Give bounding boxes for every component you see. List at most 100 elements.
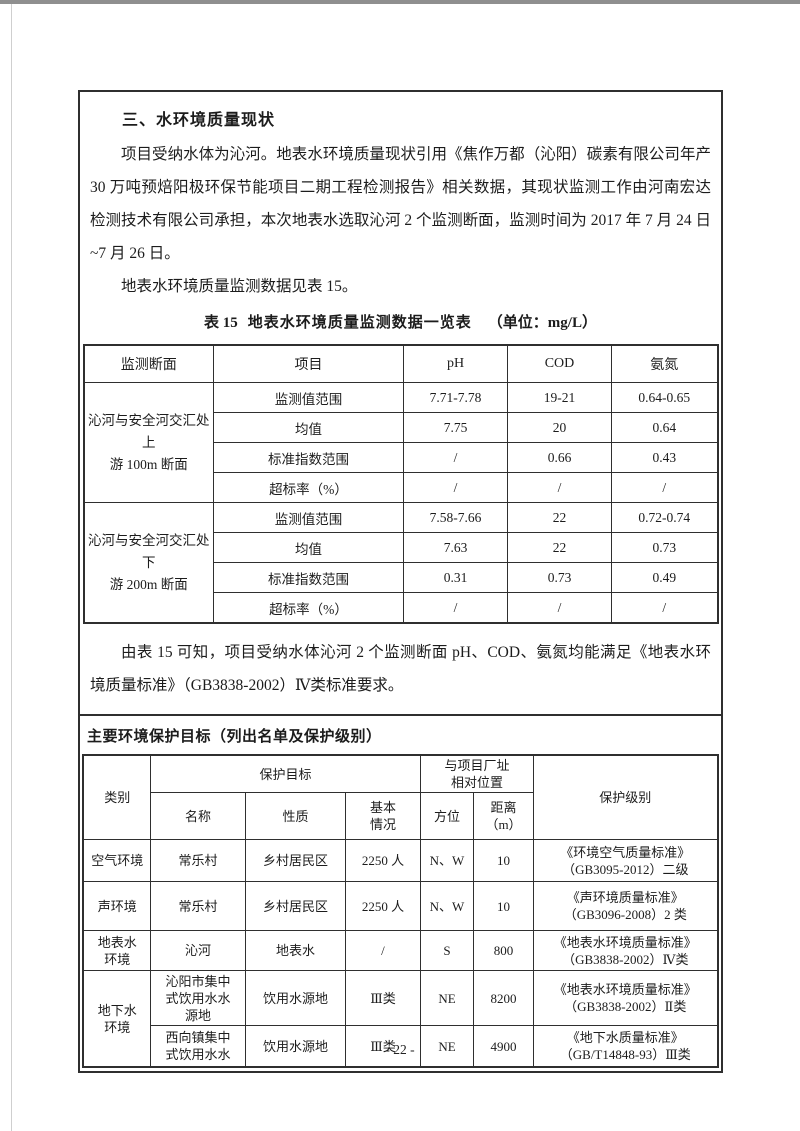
table-row: 超标率（%） / / / <box>84 592 718 624</box>
cell-distance: 10 <box>472 839 535 882</box>
cell-basic: 2250 人 <box>344 881 422 931</box>
cell-basic: 2250 人 <box>344 839 422 882</box>
cell-direction: NE <box>420 970 474 1026</box>
scan-top-edge <box>0 0 800 4</box>
cell-nh3n: / <box>611 592 718 624</box>
table-row: 沁河与安全河交汇处上 游 100m 断面 监测值范围 7.71-7.78 19-… <box>83 382 718 503</box>
cell-distance: 8200 <box>472 970 535 1026</box>
cell-name: 沁河 <box>149 930 246 971</box>
cell-nh3n: 0.73 <box>611 532 718 563</box>
cell-cod: / <box>507 592 612 624</box>
cell-direction: N、W <box>420 881 474 931</box>
col-header-item: 项目 <box>213 344 404 383</box>
cell-item: 标准指数范围 <box>213 562 404 593</box>
cell-ph: 7.75 <box>403 412 508 443</box>
section-heading: 三、水环境质量现状 <box>122 112 276 129</box>
cell-nature: 饮用水源地 <box>244 1025 346 1068</box>
col-header-distance: 距离 （m） <box>472 792 535 840</box>
cell-level: 《地表水环境质量标准》 （GB3838-2002）Ⅳ类 <box>533 930 719 971</box>
row-header-downstream: 沁河与安全河交汇处下 游 200m 断面 <box>83 502 214 624</box>
cell-ph: 7.63 <box>403 532 508 563</box>
cell-ph: / <box>403 442 508 473</box>
col-header-basic: 基本 情况 <box>344 792 422 840</box>
cell-name: 常乐村 <box>149 839 246 882</box>
cell-ph: 0.31 <box>403 562 508 593</box>
cell-name: 沁阳市集中 式饮用水水 源地 <box>149 970 246 1026</box>
cell-cod: 19-21 <box>507 382 612 413</box>
cell-cod: 22 <box>507 502 612 533</box>
cell-nh3n: 0.43 <box>611 442 718 473</box>
cell-distance: 10 <box>472 881 535 931</box>
cell-ph: / <box>403 472 508 503</box>
table-row: 超标率（%） / / / <box>84 472 718 503</box>
cell-nh3n: 0.72-0.74 <box>611 502 718 533</box>
cell-nh3n: 0.64 <box>611 412 718 443</box>
table15-caption-title: 地表水环境质量监测数据一览表 <box>247 315 472 331</box>
cell-category: 地表水 环境 <box>82 930 151 971</box>
cell-nh3n: / <box>611 472 718 503</box>
cell-level: 《地下水质量标准》 （GB/T14848-93）Ⅲ类 <box>533 1025 719 1068</box>
cell-nature: 乡村居民区 <box>244 881 346 931</box>
scan-left-edge <box>11 4 12 1131</box>
table-row: 地表水 环境 沁河 地表水 / S 800 《地表水环境质量标准》 （GB383… <box>82 930 719 971</box>
cell-category: 声环境 <box>82 881 151 931</box>
col-header-section: 监测断面 <box>83 344 214 383</box>
cell-distance: 4900 <box>472 1025 535 1068</box>
cell-cod: / <box>507 472 612 503</box>
col-header-direction: 方位 <box>420 792 474 840</box>
water-quality-table: 监测断面 项目 pH COD 氨氮 沁河与安全河交汇处上 游 100m 断面 监… <box>82 344 719 624</box>
col-header-ph: pH <box>403 344 508 383</box>
table-row: 标准指数范围 0.31 0.73 0.49 <box>84 562 718 593</box>
table15-caption-label: 表 15 <box>204 315 238 331</box>
table-row: 均值 7.63 22 0.73 <box>84 532 718 563</box>
cell-category: 空气环境 <box>82 839 151 882</box>
cell-level: 《地表水环境质量标准》 （GB3838-2002）Ⅱ类 <box>533 970 719 1026</box>
table-row: 沁河与安全河交汇处下 游 200m 断面 监测值范围 7.58-7.66 22 … <box>83 502 718 624</box>
cell-nature: 地表水 <box>244 930 346 971</box>
cell-direction: NE <box>420 1025 474 1068</box>
table-row: 空气环境 常乐村 乡村居民区 2250 人 N、W 10 《环境空气质量标准》 … <box>82 839 719 882</box>
page-number: - 22 - <box>385 1042 415 1057</box>
cell-basic: Ⅲ类 <box>344 970 422 1026</box>
cell-nature: 乡村居民区 <box>244 839 346 882</box>
cell-nh3n: 0.49 <box>611 562 718 593</box>
table-header-row: 类别 保护目标 与项目厂址 相对位置 保护级别 <box>82 754 719 840</box>
cell-ph: / <box>403 592 508 624</box>
cell-item: 均值 <box>213 412 404 443</box>
cell-item: 超标率（%） <box>213 592 404 624</box>
row-header-upstream: 沁河与安全河交汇处上 游 100m 断面 <box>83 382 214 503</box>
cell-cod: 20 <box>507 412 612 443</box>
cell-item: 均值 <box>213 532 404 563</box>
cell-distance: 800 <box>472 930 535 971</box>
table-header-row: 监测断面 项目 pH COD 氨氮 <box>83 344 718 383</box>
paragraph-intro: 项目受纳水体为沁河。地表水环境质量现状引用《焦作万都（沁阳）碳素有限公司年产 3… <box>90 146 711 262</box>
cell-name: 常乐村 <box>149 881 246 931</box>
col-header-nature: 性质 <box>244 792 346 840</box>
col-header-cod: COD <box>507 344 612 383</box>
cell-ph: 7.58-7.66 <box>403 502 508 533</box>
col-header-category: 类别 <box>82 754 151 840</box>
protection-heading: 主要环境保护目标（列出名单及保护级别） <box>87 728 382 745</box>
cell-direction: N、W <box>420 839 474 882</box>
cell-cod: 0.66 <box>507 442 612 473</box>
cell-nature: 饮用水源地 <box>244 970 346 1026</box>
cell-level: 《声环境质量标准》 （GB3096-2008）2 类 <box>533 881 719 931</box>
col-header-position: 与项目厂址 相对位置 <box>419 754 535 793</box>
col-header-level: 保护级别 <box>533 754 719 840</box>
paragraph-table-ref: 地表水环境质量监测数据见表 15。 <box>121 278 358 295</box>
cell-cod: 22 <box>507 532 612 563</box>
cell-direction: S <box>420 930 474 971</box>
cell-basic: / <box>344 930 422 971</box>
col-header-name: 名称 <box>149 792 246 840</box>
cell-nh3n: 0.64-0.65 <box>611 382 718 413</box>
section-divider <box>80 714 721 716</box>
paragraph-conclusion: 由表 15 可知，项目受纳水体沁河 2 个监测断面 pH、COD、氨氮均能满足《… <box>90 644 711 694</box>
table-row: 声环境 常乐村 乡村居民区 2250 人 N、W 10 《声环境质量标准》 （G… <box>82 881 719 931</box>
table-row: 地下水 环境 沁阳市集中 式饮用水水 源地 饮用水源地 Ⅲ类 NE 8200 《… <box>82 970 719 1068</box>
cell-level: 《环境空气质量标准》 （GB3095-2012）二级 <box>533 839 719 882</box>
table15-caption-unit: （单位：mg/L） <box>487 315 597 331</box>
cell-item: 监测值范围 <box>213 502 404 533</box>
cell-cod: 0.73 <box>507 562 612 593</box>
table-row: 西向镇集中 式饮用水水 饮用水源地 Ⅲ类 NE 4900 《地下水质量标准》 （… <box>83 1025 719 1068</box>
cell-basic: Ⅲ类 <box>344 1025 422 1068</box>
